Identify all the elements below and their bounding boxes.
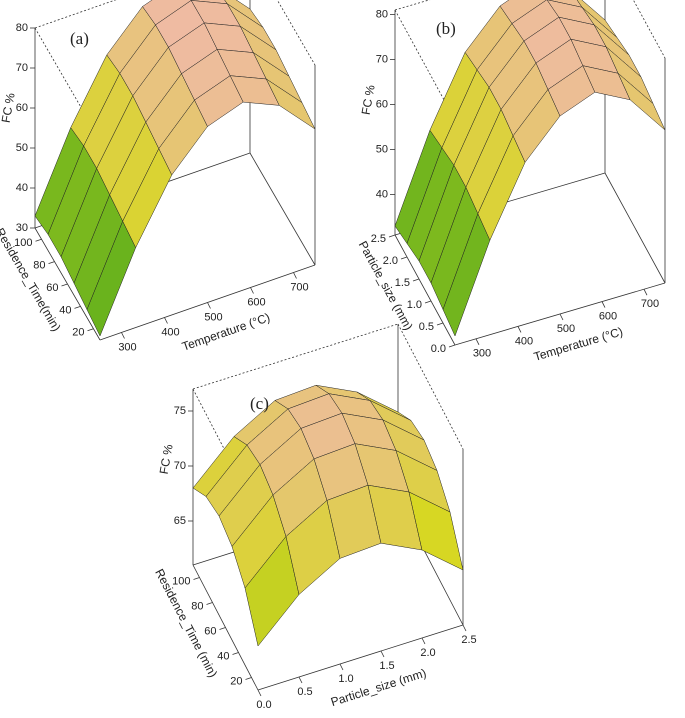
x-tick-label: 600 [247, 296, 265, 308]
z-tick-label: 75 [174, 405, 186, 417]
z-tick-label: 40 [16, 182, 28, 194]
x-axis-label: Temperature (°C) [532, 324, 624, 363]
x-tick [298, 676, 303, 684]
x-tick-label: 0.0 [256, 699, 271, 711]
x-tick-label: 300 [473, 348, 491, 360]
y-tick [61, 283, 68, 287]
x-tick [250, 287, 254, 294]
y-tick [193, 577, 200, 580]
y-tick-label: 40 [59, 304, 71, 316]
x-tick [121, 332, 125, 339]
x-tick [257, 689, 262, 697]
box-edge [632, 0, 666, 59]
y-tick [87, 328, 94, 332]
y-tick-label: 20 [230, 675, 242, 687]
surface-cell [408, 491, 464, 571]
box-edge [257, 624, 464, 691]
y-tick-label: 80 [191, 600, 203, 612]
box-edge [394, 234, 456, 346]
y-tick [232, 652, 239, 655]
y-tick-label: 20 [72, 327, 84, 339]
y-tick [388, 234, 396, 238]
x-tick-label: 1.0 [338, 673, 353, 685]
x-tick [207, 302, 211, 309]
x-axis-label: Temperature (°C) [180, 310, 272, 354]
y-tick [448, 344, 456, 348]
panel-label: (c) [250, 394, 269, 413]
x-tick [643, 289, 648, 296]
x-tick-label: 500 [204, 311, 222, 323]
y-tick-label: 1.0 [407, 299, 422, 311]
x-tick-label: 1.5 [379, 660, 394, 672]
x-tick [339, 663, 344, 671]
z-tick-label: 70 [376, 53, 388, 65]
z-tick-label: 60 [376, 98, 388, 110]
y-tick-label: 100 [172, 575, 190, 587]
x-tick-label: 600 [599, 311, 617, 323]
z-tick-label: 60 [16, 102, 28, 114]
x-tick [380, 650, 385, 658]
x-tick [164, 317, 168, 324]
x-tick-label: 300 [118, 341, 136, 353]
y-tick-label: 80 [33, 260, 45, 272]
z-tick-label: 40 [376, 188, 388, 200]
y-tick-label: 100 [14, 237, 32, 249]
box-edge [34, 27, 101, 141]
x-tick-label: 400 [161, 326, 179, 338]
y-tick [206, 602, 213, 605]
z-axis-label: FC % [0, 92, 18, 124]
y-tick-label: 0.5 [419, 321, 434, 333]
x-tick-label: 700 [290, 281, 308, 293]
y-tick [412, 278, 420, 282]
y-tick-label: 2.0 [383, 255, 398, 267]
x-tick [601, 301, 606, 308]
panel-label: (a) [70, 29, 89, 48]
z-tick-label: 50 [376, 143, 388, 155]
x-tick [517, 326, 522, 333]
x-tick [475, 338, 480, 345]
z-tick-label: 30 [16, 222, 28, 234]
x-tick [293, 272, 297, 279]
y-tick [74, 306, 81, 309]
box-edge [249, 152, 316, 266]
y-tick-label: 2.5 [371, 233, 386, 245]
x-tick [559, 313, 564, 321]
y-tick-label: 1.5 [395, 277, 410, 289]
z-tick-label: 50 [16, 142, 28, 154]
y-tick [245, 677, 252, 680]
x-tick [462, 624, 467, 632]
box-edge [34, 0, 117, 29]
y-tick [436, 322, 444, 326]
y-tick [35, 238, 42, 242]
box-edge [397, 323, 464, 450]
x-tick-label: 500 [557, 323, 575, 335]
x-tick-label: 400 [515, 335, 533, 347]
y-tick [400, 256, 408, 260]
z-tick-label: 65 [174, 515, 186, 527]
y-tick [219, 627, 226, 630]
x-tick [421, 637, 426, 645]
x-tick-label: 0.5 [297, 686, 312, 698]
x-tick-label: 700 [641, 298, 659, 310]
box-edge [604, 172, 666, 284]
z-tick-label: 70 [16, 62, 28, 74]
z-tick-label: 70 [174, 460, 186, 472]
z-tick-label: 80 [16, 22, 28, 34]
z-axis-label: FC % [359, 84, 378, 116]
y-tick [424, 300, 432, 304]
y-tick-label: 0.0 [431, 343, 446, 355]
z-axis-label: FC % [157, 443, 176, 475]
surface-cell [617, 73, 666, 131]
x-tick-label: 2.0 [420, 647, 435, 659]
z-tick-label: 80 [376, 8, 388, 20]
x-tick-label: 2.5 [461, 634, 476, 646]
box-edge [276, 0, 316, 66]
panel-label: (b) [436, 19, 456, 38]
y-tick-label: 60 [204, 625, 216, 637]
surface-cell [265, 78, 316, 130]
y-tick-label: 60 [46, 282, 58, 294]
y-tick [48, 261, 55, 264]
y-tick-label: 40 [217, 650, 229, 662]
